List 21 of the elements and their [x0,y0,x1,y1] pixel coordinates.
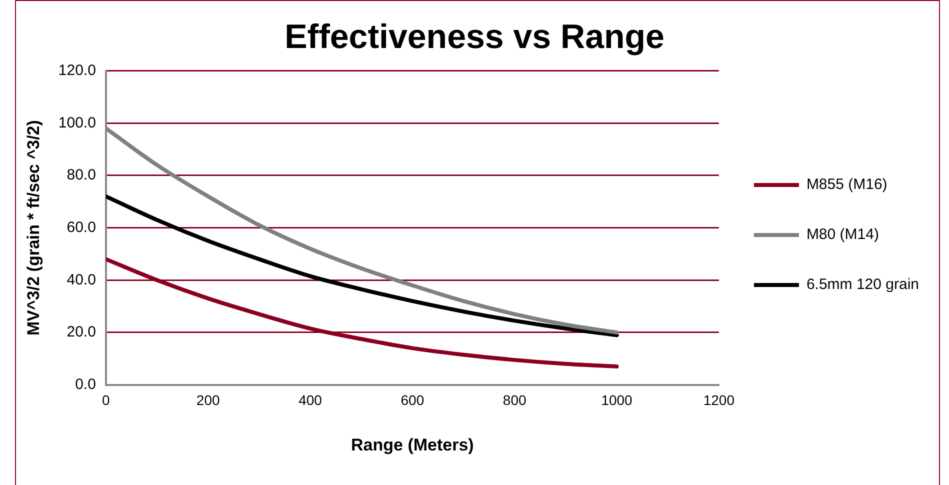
y-axis-title: MV^3/2 (grain * ft/sec ^3/2) [24,120,43,336]
legend-label: M80 (M14) [806,226,879,244]
x-tick-label: 200 [196,392,220,408]
y-tick-label: 40.0 [66,271,96,288]
x-tick-label: 1000 [601,392,633,408]
x-tick-label: 0 [102,392,110,408]
line-series [106,194,619,338]
x-tick-label: 800 [502,392,526,408]
chart-title: Effectiveness vs Range [284,18,664,56]
x-tick-label: 1200 [703,392,735,408]
y-tick-label: 20.0 [66,324,96,341]
y-tick-label: 100.0 [58,114,96,132]
y-tick-label: 60.0 [66,218,96,236]
y-tick-label: 120.0 [58,62,96,79]
legend-label: M855 (M16) [806,176,888,194]
x-axis-title: Range (Meters) [351,435,474,454]
x-tick-label: 400 [298,392,322,408]
y-tick-label: 0.0 [75,376,96,393]
x-tick-label: 600 [400,392,424,408]
y-tick-label: 80.0 [66,166,96,184]
legend-label: 6.5mm 120 grain [806,276,920,294]
